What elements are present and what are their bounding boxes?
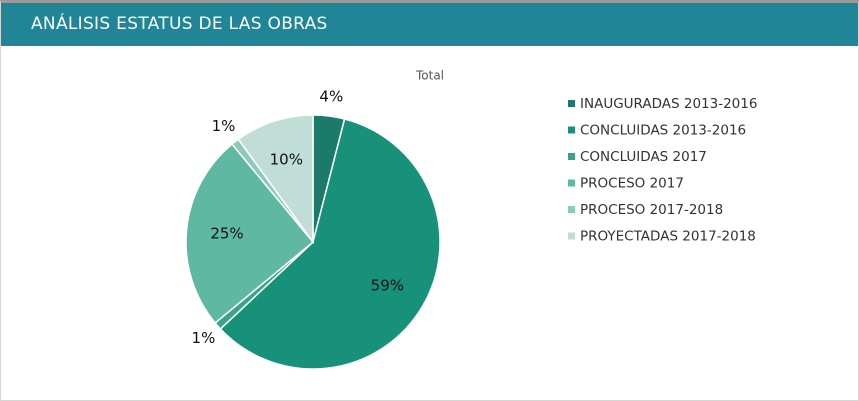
- legend-swatch: [568, 232, 575, 240]
- legend-label: PROCESO 2017: [580, 176, 684, 192]
- legend-swatch: [568, 206, 575, 213]
- legend-label: PROCESO 2017-2018: [580, 202, 723, 218]
- legend-label: PROYECTADAS 2017-2018: [580, 229, 756, 245]
- data-label: 1%: [212, 117, 236, 135]
- legend-label: CONCLUIDAS 2013-2016: [580, 123, 746, 139]
- legend-swatch: [568, 153, 575, 160]
- data-label: 59%: [371, 276, 404, 294]
- data-label: 25%: [210, 224, 243, 242]
- legend-swatch: [568, 100, 575, 107]
- chart-title: Total: [415, 69, 444, 83]
- data-label: 10%: [270, 150, 303, 168]
- legend-swatch: [568, 126, 575, 134]
- legend-swatch: [568, 179, 575, 187]
- panel-title: ANÁLISIS ESTATUS DE LAS OBRAS: [1, 3, 858, 46]
- data-label: 1%: [192, 329, 216, 347]
- chart: Total 4% INAUGURADAS 2013-2016 59% CONCLUID…: [185, 69, 757, 370]
- pie-slice: [219, 118, 441, 370]
- pie-slice: [185, 143, 315, 325]
- legend-label: CONCLUIDAS 2017: [580, 149, 707, 165]
- data-label: 4%: [319, 88, 343, 106]
- legend-label: INAUGURADAS 2013-2016: [580, 96, 757, 112]
- pie-slice: [237, 114, 314, 245]
